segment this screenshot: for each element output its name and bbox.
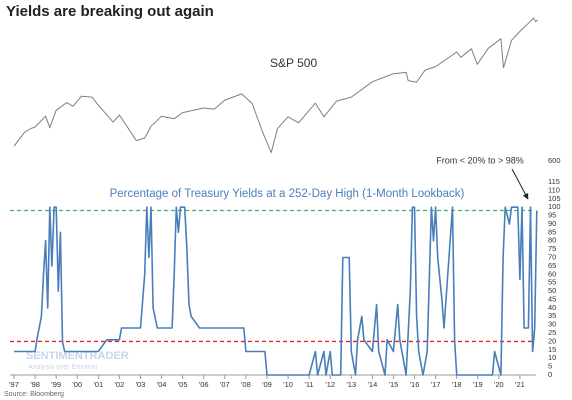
- y-tick-label: 600: [548, 156, 561, 165]
- x-tick-label: '98: [30, 380, 40, 389]
- x-tick-label: '00: [72, 380, 82, 389]
- y-tick-label: 0: [548, 370, 552, 379]
- x-tick-label: '11: [305, 380, 314, 389]
- y-tick-label: 100: [548, 202, 561, 211]
- chart-title: Percentage of Treasury Yields at a 252-D…: [110, 188, 465, 200]
- y-tick-label: 70: [548, 253, 556, 262]
- x-tick-label: '97: [9, 380, 19, 389]
- y-tick-label: 15: [548, 345, 556, 354]
- x-tick-label: '10: [283, 380, 293, 389]
- y-tick-label: 55: [548, 278, 556, 287]
- x-tick-label: '02: [115, 380, 125, 389]
- annotation-arrow: [511, 168, 529, 200]
- x-tick-label: '21: [515, 380, 525, 389]
- x-tick-label: '08: [241, 380, 251, 389]
- series-label: S&P 500: [270, 56, 317, 70]
- x-tick-label: '14: [367, 380, 377, 389]
- x-tick-label: '03: [136, 380, 146, 389]
- x-tick-label: '13: [346, 380, 356, 389]
- x-tick-label: '20: [494, 380, 504, 389]
- x-tick-label: '12: [325, 380, 335, 389]
- y-tick-label: 90: [548, 219, 556, 228]
- watermark-tagline: Analysis over Emotion: [28, 364, 97, 371]
- y-tick-label: 75: [548, 244, 556, 253]
- x-tick-label: '01: [93, 380, 103, 389]
- watermark-brand: SENTIMENTRADER: [26, 350, 129, 362]
- y-tick-label: 40: [548, 303, 556, 312]
- y-tick-label: 95: [548, 211, 556, 220]
- y-tick-label: 35: [548, 311, 556, 320]
- x-tick-label: '06: [199, 380, 209, 389]
- x-tick-label: '04: [157, 380, 167, 389]
- y-tick-label: 65: [548, 261, 556, 270]
- x-tick-label: '07: [220, 380, 230, 389]
- x-tick-label: '15: [389, 380, 399, 389]
- y-tick-label: 85: [548, 227, 556, 236]
- x-tick-label: '18: [452, 380, 462, 389]
- series-line: [13, 17, 539, 154]
- x-tick-label: '16: [410, 380, 420, 389]
- y-tick-label: 105: [548, 194, 561, 203]
- y-tick-label: 20: [548, 336, 556, 345]
- x-tick-label: '99: [51, 380, 61, 389]
- y-tick-label: 80: [548, 236, 556, 245]
- y-tick-label: 115: [548, 177, 560, 186]
- y-tick-label: 30: [548, 320, 556, 329]
- annotation: From < 20% to > 98%: [436, 155, 524, 165]
- y-tick-label: 50: [548, 286, 556, 295]
- y-tick-label: 10: [548, 353, 556, 362]
- source: Source: Bloomberg: [4, 391, 64, 398]
- y-tick-label: 110: [548, 185, 560, 194]
- y-tick-label: 25: [548, 328, 556, 337]
- series-line: [14, 206, 538, 376]
- x-tick-label: '19: [473, 380, 483, 389]
- page-title: Yields are breaking out again: [6, 3, 214, 20]
- x-tick-label: '05: [178, 380, 188, 389]
- y-tick-label: 45: [548, 294, 556, 303]
- x-tick-label: '17: [431, 380, 441, 389]
- y-tick-label: 5: [548, 362, 552, 371]
- x-tick-label: '09: [262, 380, 272, 389]
- y-tick-label: 60: [548, 269, 556, 278]
